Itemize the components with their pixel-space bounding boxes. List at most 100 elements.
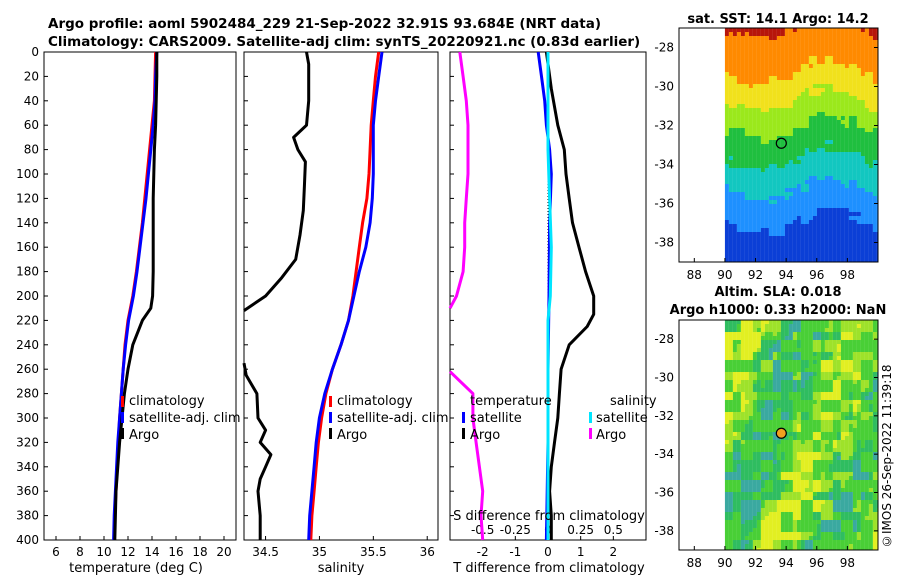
x-tick-label: 0 <box>544 545 552 559</box>
map-cell <box>808 132 813 136</box>
map-cell <box>752 512 757 516</box>
map-cell <box>812 252 817 256</box>
map-cell <box>732 172 737 176</box>
map-cell <box>740 248 745 252</box>
map-cell <box>812 116 817 120</box>
map-cell <box>876 512 878 516</box>
map-cell <box>876 232 878 236</box>
map-cell <box>772 164 777 168</box>
map-cell <box>872 384 877 388</box>
map-cell <box>820 336 825 340</box>
map-cell <box>768 48 773 52</box>
map-cell <box>864 360 869 364</box>
map-cell <box>808 428 813 432</box>
map-cell <box>860 140 865 144</box>
map-cell <box>744 72 749 76</box>
map-cell <box>740 68 745 72</box>
map-cell <box>788 384 793 388</box>
map-cell <box>808 64 813 68</box>
map-cell <box>760 440 765 444</box>
map-cell <box>860 324 865 328</box>
map-cell <box>824 384 829 388</box>
map-cell <box>764 368 769 372</box>
map-cell <box>748 152 753 156</box>
map-cell <box>736 48 741 52</box>
map-cell <box>872 320 877 324</box>
map-cell <box>788 492 793 496</box>
map-cell <box>748 344 753 348</box>
map-cell <box>796 128 801 132</box>
map-cell <box>836 424 841 428</box>
map-cell <box>860 460 865 464</box>
map-cell <box>832 148 837 152</box>
map-cell <box>780 532 785 536</box>
map-cell <box>820 188 825 192</box>
map-cell <box>844 248 849 252</box>
map-cell <box>756 388 761 392</box>
map-cell <box>836 220 841 224</box>
map-cell <box>732 436 737 440</box>
map-cell <box>820 88 825 92</box>
map-cell <box>784 372 789 376</box>
map-cell <box>772 400 777 404</box>
map-cell <box>824 148 829 152</box>
map-cell <box>784 192 789 196</box>
map-cell <box>748 360 753 364</box>
map-cell <box>816 156 821 160</box>
map-cell <box>868 412 873 416</box>
map-cell <box>752 392 757 396</box>
map-cell <box>736 224 741 228</box>
map-cell <box>848 52 853 56</box>
map-cell <box>844 104 849 108</box>
map-cell <box>752 236 757 240</box>
map-cell <box>732 468 737 472</box>
map-cell <box>824 232 829 236</box>
map-cell <box>856 28 861 32</box>
map-cell <box>784 444 789 448</box>
map-cell <box>724 352 729 356</box>
map-cell <box>828 416 833 420</box>
map-cell <box>836 356 841 360</box>
map-cell <box>760 36 765 40</box>
plot-area <box>243 51 439 541</box>
map-cell <box>872 88 877 92</box>
map-cell <box>832 540 837 544</box>
map-cell <box>776 116 781 120</box>
map-cell <box>844 496 849 500</box>
map-cell <box>784 120 789 124</box>
map-cell <box>784 228 789 232</box>
map-cell <box>784 224 789 228</box>
map-cell <box>812 512 817 516</box>
map-cell <box>780 228 785 232</box>
map-cell <box>752 136 757 140</box>
map-cell <box>828 460 833 464</box>
map-cell <box>756 340 761 344</box>
map-cell <box>872 544 877 548</box>
map-cell <box>852 80 857 84</box>
map-cell <box>724 428 729 432</box>
map-cell <box>780 488 785 492</box>
map-cell <box>832 512 837 516</box>
map-cell <box>724 244 729 248</box>
map-cell <box>868 228 873 232</box>
map-cell <box>744 220 749 224</box>
map-cell <box>868 168 873 172</box>
map-cell <box>812 428 817 432</box>
map-cell <box>764 528 769 532</box>
map-cell <box>740 524 745 528</box>
map-cell <box>848 528 853 532</box>
map-cell <box>832 520 837 524</box>
map-cell <box>872 224 877 228</box>
map-cell <box>800 36 805 40</box>
map-cell <box>756 432 761 436</box>
map-cell <box>836 348 841 352</box>
map-cell <box>776 508 781 512</box>
map-cell <box>800 228 805 232</box>
map-cell <box>784 132 789 136</box>
map-cell <box>844 328 849 332</box>
map-cell <box>812 188 817 192</box>
map-cell <box>848 108 853 112</box>
map-cell <box>852 384 857 388</box>
map-cell <box>744 28 749 32</box>
map-cell <box>824 144 829 148</box>
